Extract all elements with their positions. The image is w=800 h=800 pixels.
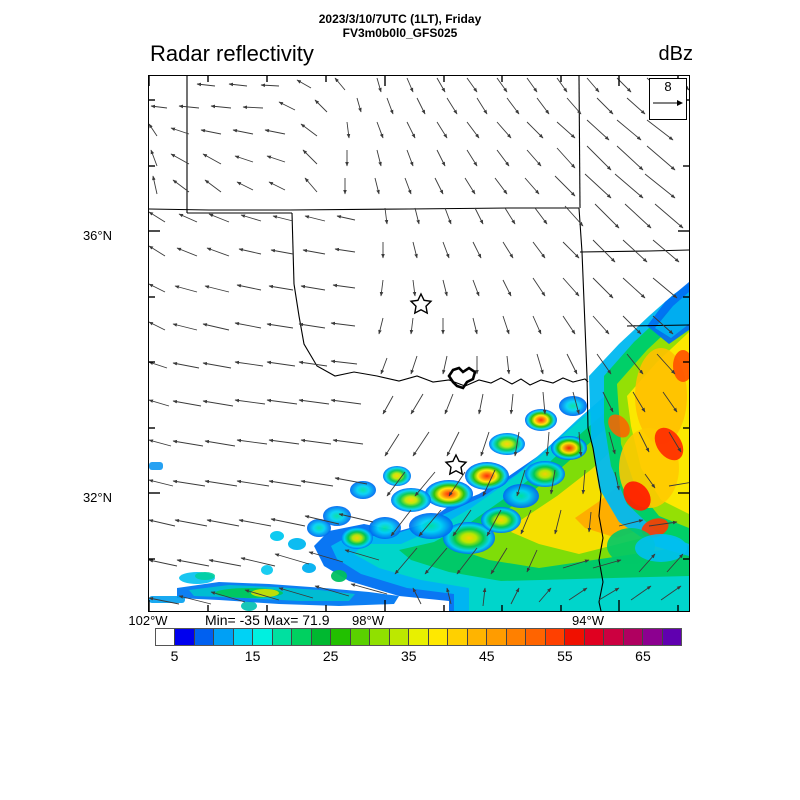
colorbar-segment-20 — [545, 629, 566, 645]
x-tick-label-94W: 94°W — [572, 613, 604, 628]
field-name-label: Radar reflectivity — [150, 41, 314, 66]
colorbar-tick-15: 15 — [244, 648, 261, 664]
x-tick-label-102W: 102°W — [128, 613, 168, 628]
map-canvas — [149, 76, 689, 611]
colorbar-segment-5 — [253, 629, 273, 645]
reflectivity-field — [149, 282, 689, 611]
title-model: FV3m0b0l0_GFS025 — [342, 26, 458, 40]
city-star-dallas — [444, 453, 468, 476]
colorbar-segment-13 — [409, 629, 429, 645]
reference-vector-magnitude: 8 — [664, 79, 672, 94]
colorbar-segment-2 — [194, 629, 215, 645]
colorbar-segment-24 — [623, 629, 644, 645]
colorbar-tick-45: 45 — [479, 648, 495, 664]
colorbar-segment-14 — [428, 629, 449, 645]
colorbar-tick-55: 55 — [557, 648, 573, 664]
colorbar-segment-10 — [350, 629, 371, 645]
y-tick-label-32N: 32°N — [82, 490, 112, 505]
colorbar-segment-15 — [448, 629, 468, 645]
colorbar-segment-23 — [604, 629, 624, 645]
colorbar-segment-26 — [662, 629, 682, 645]
colorbar-tick-25: 25 — [322, 648, 339, 664]
x-tick-label-98W: 98°W — [352, 613, 384, 628]
min-max-stats: Min= -35 Max= 71.9 — [205, 612, 330, 628]
colorbar-tick-35: 35 — [400, 648, 417, 664]
colorbar-segment-8 — [311, 629, 332, 645]
arrow-right-icon — [653, 100, 683, 106]
colorbar-segment-7 — [292, 629, 312, 645]
reference-vector-box: 8 — [649, 78, 687, 120]
colorbar-segment-21 — [565, 629, 585, 645]
colorbar-segment-6 — [272, 629, 293, 645]
colorbar-segment-12 — [389, 629, 410, 645]
colorbar-segment-3 — [214, 629, 234, 645]
axis-ticks — [149, 76, 689, 611]
city-star-oklahoma-city — [409, 292, 433, 315]
colorbar-segment-0 — [156, 629, 176, 645]
colorbar-swatches — [155, 628, 682, 646]
colorbar-segment-11 — [370, 629, 390, 645]
figure-title: 2023/3/10/7UTC (1LT), Friday FV3m0b0l0_G… — [0, 12, 800, 40]
colorbar-segment-16 — [467, 629, 488, 645]
colorbar-segment-17 — [487, 629, 507, 645]
wind-vector-field — [149, 77, 689, 607]
colorbar-segment-1 — [175, 629, 195, 645]
state-boundaries — [149, 76, 689, 611]
colorbar[interactable] — [155, 628, 682, 646]
colorbar-segment-9 — [331, 629, 351, 645]
city-star-markers — [409, 292, 468, 476]
colorbar-tick-labels: 5 15 25 35 45 55 65 — [155, 648, 682, 666]
colorbar-segment-25 — [643, 629, 663, 645]
map-plot-area[interactable]: 8 — [148, 75, 690, 612]
y-tick-label-36N: 36°N — [82, 228, 112, 243]
colorbar-segment-4 — [233, 629, 254, 645]
colorbar-tick-65: 65 — [635, 648, 651, 664]
colorbar-segment-19 — [526, 629, 546, 645]
colorbar-segment-22 — [584, 629, 605, 645]
title-datetime: 2023/3/10/7UTC (1LT), Friday — [318, 12, 482, 26]
colorbar-segment-18 — [506, 629, 527, 645]
unit-label: dBz — [658, 43, 693, 65]
colorbar-tick-5: 5 — [170, 648, 179, 664]
